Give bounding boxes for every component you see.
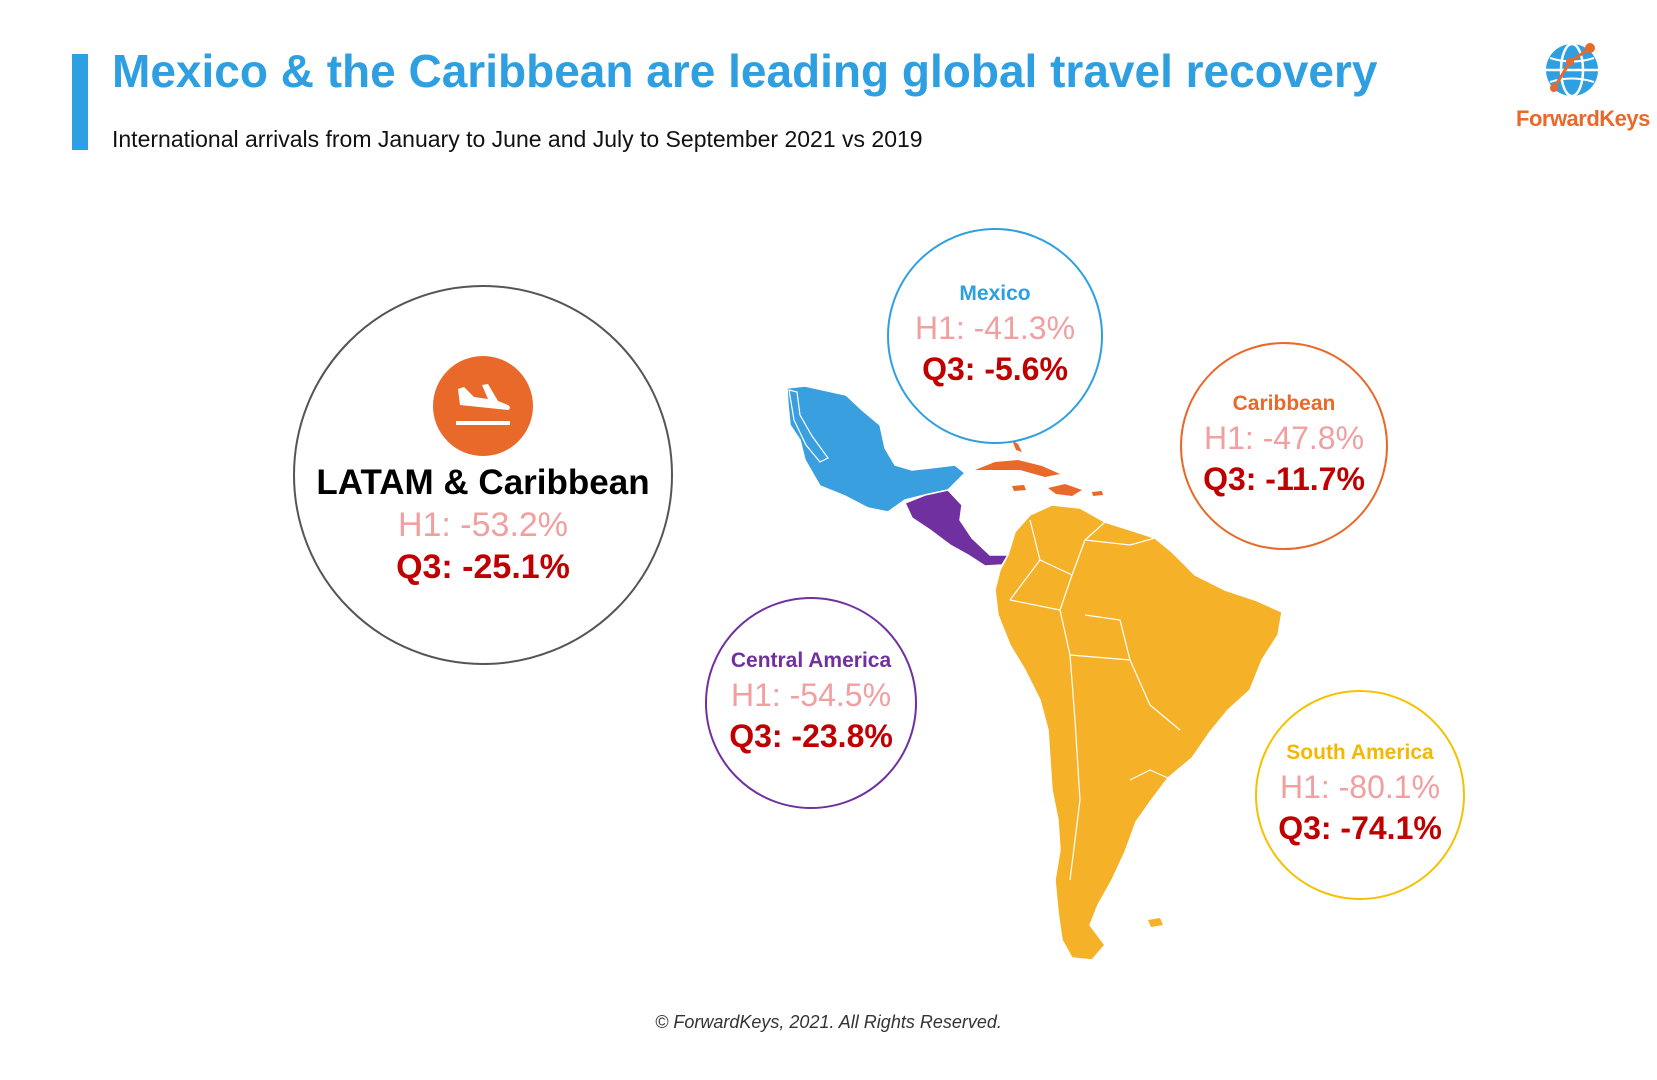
copyright-footer: © ForwardKeys, 2021. All Rights Reserved… — [655, 1012, 1002, 1032]
map-region-hispaniola — [1048, 484, 1082, 496]
region-name: Mexico — [959, 282, 1031, 306]
page-title: Mexico & the Caribbean are leading globa… — [112, 45, 1378, 97]
region-q3-value: Q3: -23.8% — [729, 718, 893, 755]
map-region-bahamas — [1012, 440, 1022, 452]
region-h1-value: H1: -47.8% — [1203, 419, 1365, 456]
region-q3-value: Q3: -74.1% — [1278, 810, 1442, 847]
region-name: Caribbean — [1232, 392, 1336, 416]
region-h1-value: H1: -54.5% — [730, 676, 892, 713]
region-q3-value: Q3: -25.1% — [396, 548, 570, 586]
title-accent-bar — [72, 54, 88, 150]
region-h1-value: H1: -80.1% — [1279, 768, 1441, 805]
region-h1-value: H1: -41.3% — [914, 309, 1076, 346]
mexico-bubble: Mexico H1: -41.3% Q3: -5.6% — [887, 228, 1103, 444]
caribbean-bubble: Caribbean H1: -47.8% Q3: -11.7% — [1180, 342, 1388, 550]
region-name: LATAM & Caribbean — [316, 462, 650, 502]
globe-logo-icon — [1546, 42, 1598, 98]
map-region-jamaica — [1012, 485, 1026, 491]
latam-caribbean-bubble: LATAM & Caribbean H1: -53.2% Q3: -25.1% — [293, 285, 673, 665]
map-region-central-america — [903, 489, 1010, 567]
plane-arrival-icon — [433, 355, 533, 456]
south-america-bubble: South America H1: -80.1% Q3: -74.1% — [1255, 690, 1465, 900]
region-name: Central America — [730, 649, 892, 673]
map-region-cuba — [975, 460, 1060, 477]
page-subtitle: International arrivals from January to J… — [112, 126, 923, 152]
map-region-baja-california — [788, 389, 829, 463]
map-region-south-america — [994, 504, 1283, 961]
region-q3-value: Q3: -11.7% — [1203, 461, 1365, 498]
region-q3-value: Q3: -5.6% — [922, 351, 1068, 388]
central-america-bubble: Central America H1: -54.5% Q3: -23.8% — [705, 597, 917, 809]
map-region-falklands — [1148, 918, 1163, 927]
map-region-puerto-rico — [1092, 491, 1103, 496]
region-name: South America — [1286, 741, 1434, 765]
region-h1-value: H1: -53.2% — [397, 505, 569, 544]
map-country-borders — [1009, 519, 1181, 881]
